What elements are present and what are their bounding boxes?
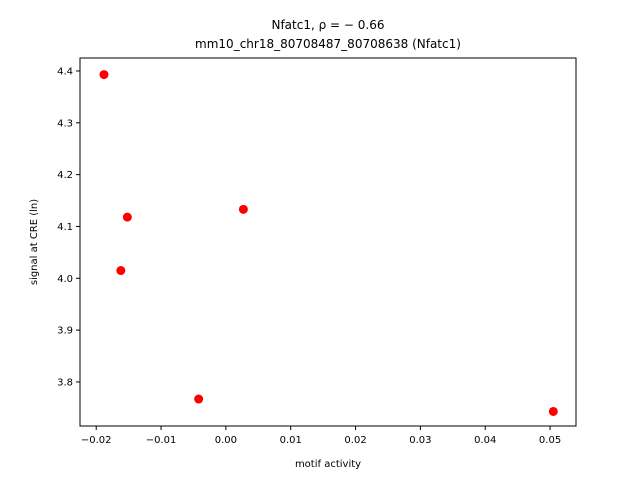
y-axis-label: signal at CRE (ln) (29, 199, 40, 285)
x-tick-label: 0.04 (474, 435, 496, 446)
chart-title-line2: mm10_chr18_80708487_80708638 (Nfatc1) (195, 37, 461, 51)
points-layer (99, 70, 558, 416)
data-point-2 (122, 212, 132, 222)
x-tick-label: −0.01 (146, 435, 177, 446)
x-tick-label: −0.02 (81, 435, 112, 446)
x-tick-label: 0.03 (409, 435, 431, 446)
y-tick-label: 4.2 (57, 170, 73, 181)
plot-area (80, 58, 576, 426)
chart-title-line1: Nfatc1, ρ = − 0.66 (271, 18, 384, 32)
data-point-3 (116, 266, 126, 276)
y-axis-ticks: 3.8 3.9 4.0 4.1 4.2 4.3 4.4 (57, 66, 80, 388)
x-tick-label: 0.01 (280, 435, 302, 446)
x-axis-label: motif activity (295, 459, 361, 470)
x-tick-label: 0.00 (215, 435, 237, 446)
x-tick-label: 0.05 (539, 435, 561, 446)
y-tick-label: 4.3 (57, 118, 73, 129)
x-axis-ticks: −0.02 −0.01 0.00 0.01 0.02 0.03 0.04 0.05 (81, 426, 561, 446)
x-tick-label: 0.02 (344, 435, 366, 446)
y-tick-label: 4.4 (57, 66, 73, 77)
data-point-4 (238, 204, 248, 214)
y-tick-label: 4.1 (57, 222, 73, 233)
data-point-1 (99, 70, 109, 80)
data-point-5 (194, 394, 204, 404)
plot-frame (79, 57, 577, 427)
y-tick-label: 3.9 (57, 326, 73, 337)
data-point-6 (548, 406, 558, 416)
y-tick-label: 3.8 (57, 377, 73, 388)
y-tick-label: 4.0 (57, 274, 73, 285)
